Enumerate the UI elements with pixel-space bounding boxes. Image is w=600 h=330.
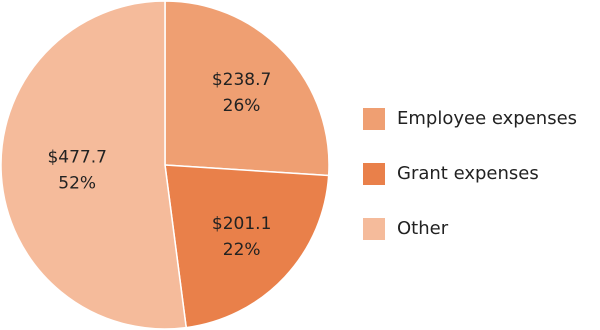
percent-label: 22%: [223, 240, 261, 260]
value-label: $201.1: [212, 214, 271, 234]
legend-label: Grant expenses: [397, 163, 539, 184]
percent-label: 26%: [223, 96, 261, 116]
legend-swatch: [363, 108, 385, 130]
value-label: $238.7: [212, 70, 271, 90]
legend-swatch: [363, 218, 385, 240]
pie-slice: [164, 164, 330, 329]
pie-slice: [0, 0, 188, 330]
legend-label: Other: [397, 218, 449, 239]
value-label: $477.7: [47, 148, 106, 168]
legend-swatch: [363, 163, 385, 185]
legend-label: Employee expenses: [397, 108, 577, 129]
pie-slice: [164, 0, 330, 177]
percent-label: 52%: [58, 174, 96, 194]
